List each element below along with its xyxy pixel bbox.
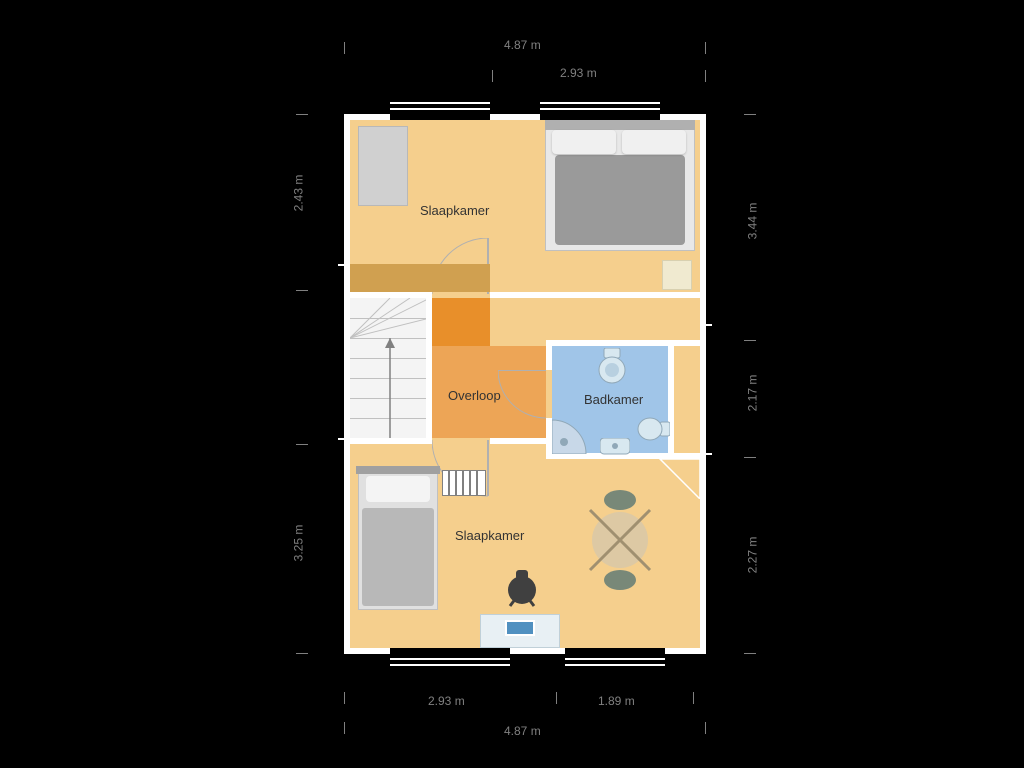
tick-ll-2 [296, 653, 308, 654]
crib-bar-4 [469, 470, 471, 496]
tick-to-l [344, 42, 345, 54]
bed-single-headboard [356, 466, 440, 474]
iwall-h3-a [350, 438, 430, 444]
sill-bot-2b [565, 664, 665, 666]
crib-bar-1 [448, 470, 450, 496]
iwall-v2-a [546, 340, 552, 370]
label-bedroom-2: Slaapkamer [455, 528, 524, 543]
iwall-h3-b [490, 438, 552, 444]
label-overloop: Overloop [448, 388, 501, 403]
iwall-h2 [546, 340, 706, 346]
tick-ti-r [705, 70, 706, 82]
dim-right-bottom: 2.27 m [745, 537, 759, 574]
stair-winders [350, 298, 430, 338]
tick-ll-1 [296, 444, 308, 445]
dim-right-mid: 2.17 m [745, 375, 759, 412]
sink-icon [600, 438, 630, 456]
desk-monitor [505, 620, 535, 636]
floorplan-canvas: Slaapkamer Slaapkamer Badkamer Overloop … [0, 0, 1024, 768]
sill-bot-1b [390, 664, 510, 666]
bed-pillow-1 [552, 130, 616, 154]
wardrobe-bedroom1 [358, 126, 408, 206]
wall-right [700, 114, 706, 654]
crib-bar-3 [462, 470, 464, 496]
dim-bottom-left: 2.93 m [428, 694, 465, 708]
iwall-h1-b [490, 292, 706, 298]
tick-bi-2 [556, 692, 557, 704]
door-arc-3 [498, 370, 548, 420]
tick-rm-2 [744, 457, 756, 458]
label-bathroom: Badkamer [584, 392, 643, 407]
sill-bot-1a [390, 658, 510, 660]
bed-single-pillow [366, 476, 430, 502]
iwall-h1-a [350, 292, 430, 298]
tick-ti-l [492, 70, 493, 82]
nightstand-right [662, 260, 692, 290]
dim-left-lower: 3.25 m [291, 525, 305, 562]
dim-top-inner: 2.93 m [560, 66, 597, 80]
dim-top-outer: 4.87 m [504, 38, 541, 52]
tick-rt-1 [744, 114, 756, 115]
desk-chair [502, 570, 542, 610]
bed-double-headboard [545, 120, 695, 130]
tick-bo-l [344, 722, 345, 734]
bed-pillow-2 [622, 130, 686, 154]
tick-l2 [338, 438, 350, 440]
shelf-bedroom1 [350, 264, 490, 292]
sill-bot-2a [565, 658, 665, 660]
label-bedroom-1: Slaapkamer [420, 203, 489, 218]
bed-single-blanket [362, 508, 434, 606]
dim-bottom-outer: 4.87 m [504, 724, 541, 738]
room-overloop-upper [430, 298, 490, 346]
tick-to-r [705, 42, 706, 54]
tick-bi-3 [693, 692, 694, 704]
round-table [570, 490, 670, 590]
dim-right-top: 3.44 m [745, 203, 759, 240]
toilet-icon [594, 348, 630, 384]
dim-bottom-right: 1.89 m [598, 694, 635, 708]
tick-bo-r [705, 722, 706, 734]
toilet-icon-2 [636, 412, 670, 446]
crib-bar-5 [476, 470, 478, 496]
crib-bar-2 [455, 470, 457, 496]
tick-lu-1 [296, 114, 308, 115]
tick-rt-2 [744, 340, 756, 341]
sill-top-1a [390, 102, 490, 104]
tick-rb-2 [744, 653, 756, 654]
closet-strip [672, 346, 700, 453]
dim-left-upper: 2.43 m [291, 175, 305, 212]
sill-top-1b [390, 108, 490, 110]
tick-r1 [700, 324, 712, 326]
bed-double-duvet [555, 155, 685, 245]
tick-lu-2 [296, 290, 308, 291]
tick-bi-1 [344, 692, 345, 704]
sill-top-2a [540, 102, 660, 104]
sill-top-2b [540, 108, 660, 110]
iwall-v1 [426, 292, 432, 444]
stair-arrow [380, 338, 400, 438]
shower-icon [552, 410, 596, 454]
tick-l1 [338, 264, 350, 266]
